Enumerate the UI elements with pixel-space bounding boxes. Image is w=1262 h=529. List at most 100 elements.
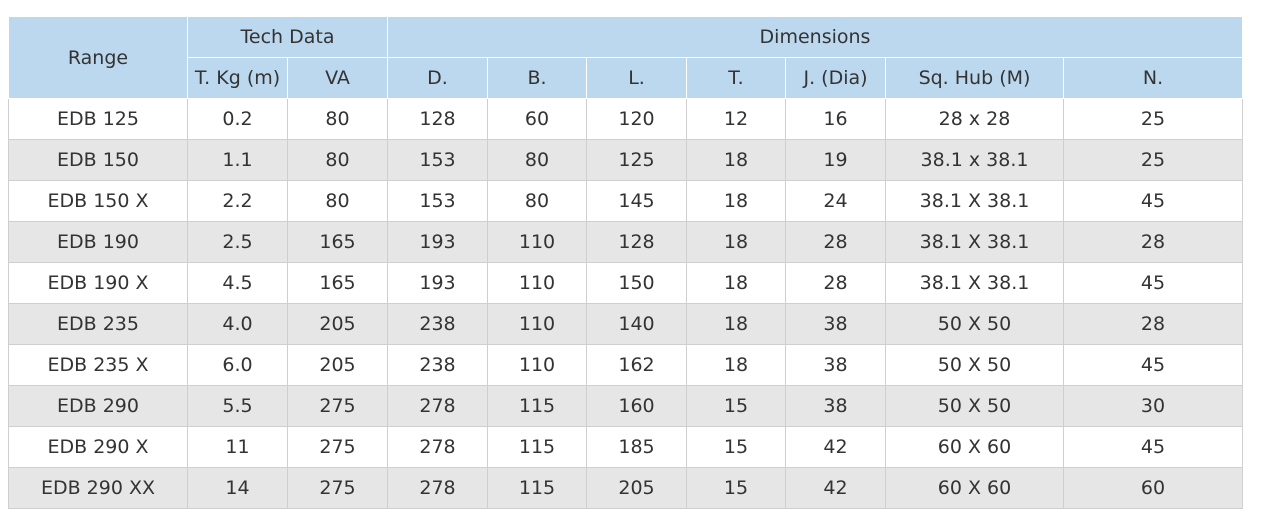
value-cell: 193 [387, 262, 488, 304]
table-row: EDB 235 X 6.0 205 238 110 162 18 38 50 X 50 45 [8, 344, 1243, 386]
value-cell: 165 [287, 262, 388, 304]
table-row: EDB 190 X 4.5 165 193 110 150 18 28 38.1 X 38.1 4… [8, 262, 1243, 304]
table-wrapper: Range Tech Data Dimensions T. Kg (m) VA D.… [8, 16, 1243, 509]
value-cell: 60 X 60 [885, 467, 1064, 509]
value-cell: 5.5 [187, 385, 288, 427]
value-cell: 125 [586, 139, 687, 181]
value-cell: 115 [487, 467, 587, 509]
value-cell: 50 X 50 [885, 385, 1064, 427]
value-cell: 18 [686, 221, 786, 263]
value-cell: 80 [487, 180, 587, 222]
value-cell: 165 [287, 221, 388, 263]
header-cell: N. [1063, 57, 1243, 99]
value-cell: 45 [1063, 426, 1243, 468]
value-cell: 38.1 X 38.1 [885, 262, 1064, 304]
table-row: EDB 190 2.5 165 193 110 128 18 28 38.1 X 38.1 28 [8, 221, 1243, 263]
value-cell: 275 [287, 385, 388, 427]
value-cell: 18 [686, 344, 786, 386]
value-cell: 278 [387, 385, 488, 427]
header-cell: B. [487, 57, 587, 99]
value-cell: 50 X 50 [885, 344, 1064, 386]
header-row: Range Tech Data Dimensions [8, 16, 1243, 99]
value-cell: 193 [387, 221, 488, 263]
value-cell: 38 [785, 303, 886, 345]
value-cell: 115 [487, 385, 587, 427]
value-cell: 205 [586, 467, 687, 509]
value-cell: 4.0 [187, 303, 288, 345]
table-header: Range Tech Data Dimensions T. Kg (m) VA D.… [8, 16, 1243, 99]
value-cell: 80 [287, 139, 388, 181]
model-cell: EDB 235 [8, 303, 188, 345]
value-cell: 11 [187, 426, 288, 468]
model-cell: EDB 235 X [8, 344, 188, 386]
table-row: EDB 290 5.5 275 278 115 160 15 38 50 X 50 30 [8, 385, 1243, 427]
model-cell: EDB 190 [8, 221, 188, 263]
value-cell: 110 [487, 221, 587, 263]
value-cell: 60 X 60 [885, 426, 1064, 468]
header-group: Dimensions [387, 16, 1243, 58]
value-cell: 153 [387, 180, 488, 222]
header-cell: J. (Dia) [785, 57, 886, 99]
value-cell: 162 [586, 344, 687, 386]
value-cell: 38 [785, 385, 886, 427]
value-cell: 6.0 [187, 344, 288, 386]
value-cell: 275 [287, 467, 388, 509]
table-row: EDB 150 X 2.2 80 153 80 145 18 24 38.1 X 38.1 45 [8, 180, 1243, 222]
value-cell: 145 [586, 180, 687, 222]
value-cell: 150 [586, 262, 687, 304]
header-cell: Sq. Hub (M) [885, 57, 1064, 99]
header-cell: VA [287, 57, 388, 99]
header-cell: Range [8, 16, 188, 99]
value-cell: 1.1 [187, 139, 288, 181]
header-cell: T. Kg (m) [187, 57, 288, 99]
value-cell: 28 [1063, 221, 1243, 263]
value-cell: 275 [287, 426, 388, 468]
model-cell: EDB 125 [8, 98, 188, 140]
value-cell: 60 [1063, 467, 1243, 509]
value-cell: 38.1 x 38.1 [885, 139, 1064, 181]
table-row: EDB 150 1.1 80 153 80 125 18 19 38.1 x 38.1 25 [8, 139, 1243, 181]
value-cell: 238 [387, 303, 488, 345]
value-cell: 0.2 [187, 98, 288, 140]
model-cell: EDB 290 XX [8, 467, 188, 509]
value-cell: 185 [586, 426, 687, 468]
value-cell: 205 [287, 344, 388, 386]
value-cell: 80 [487, 139, 587, 181]
value-cell: 18 [686, 303, 786, 345]
value-cell: 42 [785, 426, 886, 468]
header-cell: D. [387, 57, 488, 99]
value-cell: 19 [785, 139, 886, 181]
value-cell: 28 x 28 [885, 98, 1064, 140]
table-row: EDB 290 XX 14 275 278 115 205 15 42 60 X 60 60 [8, 467, 1243, 509]
header-group: Tech Data [187, 16, 388, 58]
value-cell: 205 [287, 303, 388, 345]
table-row: EDB 290 X 11 275 278 115 185 15 42 60 X 60 45 [8, 426, 1243, 468]
value-cell: 38.1 X 38.1 [885, 180, 1064, 222]
value-cell: 140 [586, 303, 687, 345]
value-cell: 80 [287, 98, 388, 140]
value-cell: 25 [1063, 139, 1243, 181]
model-cell: EDB 290 [8, 385, 188, 427]
value-cell: 50 X 50 [885, 303, 1064, 345]
model-cell: EDB 190 X [8, 262, 188, 304]
value-cell: 16 [785, 98, 886, 140]
header-cell: T. [686, 57, 786, 99]
table-row: EDB 235 4.0 205 238 110 140 18 38 50 X 50 28 [8, 303, 1243, 345]
value-cell: 18 [686, 139, 786, 181]
value-cell: 15 [686, 467, 786, 509]
header-cell: L. [586, 57, 687, 99]
value-cell: 38 [785, 344, 886, 386]
value-cell: 2.5 [187, 221, 288, 263]
value-cell: 2.2 [187, 180, 288, 222]
value-cell: 25 [1063, 98, 1243, 140]
value-cell: 14 [187, 467, 288, 509]
model-cell: EDB 150 [8, 139, 188, 181]
value-cell: 45 [1063, 344, 1243, 386]
value-cell: 115 [487, 426, 587, 468]
table-body: EDB 125 0.2 80 128 60 120 12 16 28 x 28 25 EDB 150… [8, 98, 1243, 509]
value-cell: 15 [686, 426, 786, 468]
value-cell: 28 [785, 221, 886, 263]
value-cell: 110 [487, 303, 587, 345]
value-cell: 28 [785, 262, 886, 304]
value-cell: 278 [387, 426, 488, 468]
